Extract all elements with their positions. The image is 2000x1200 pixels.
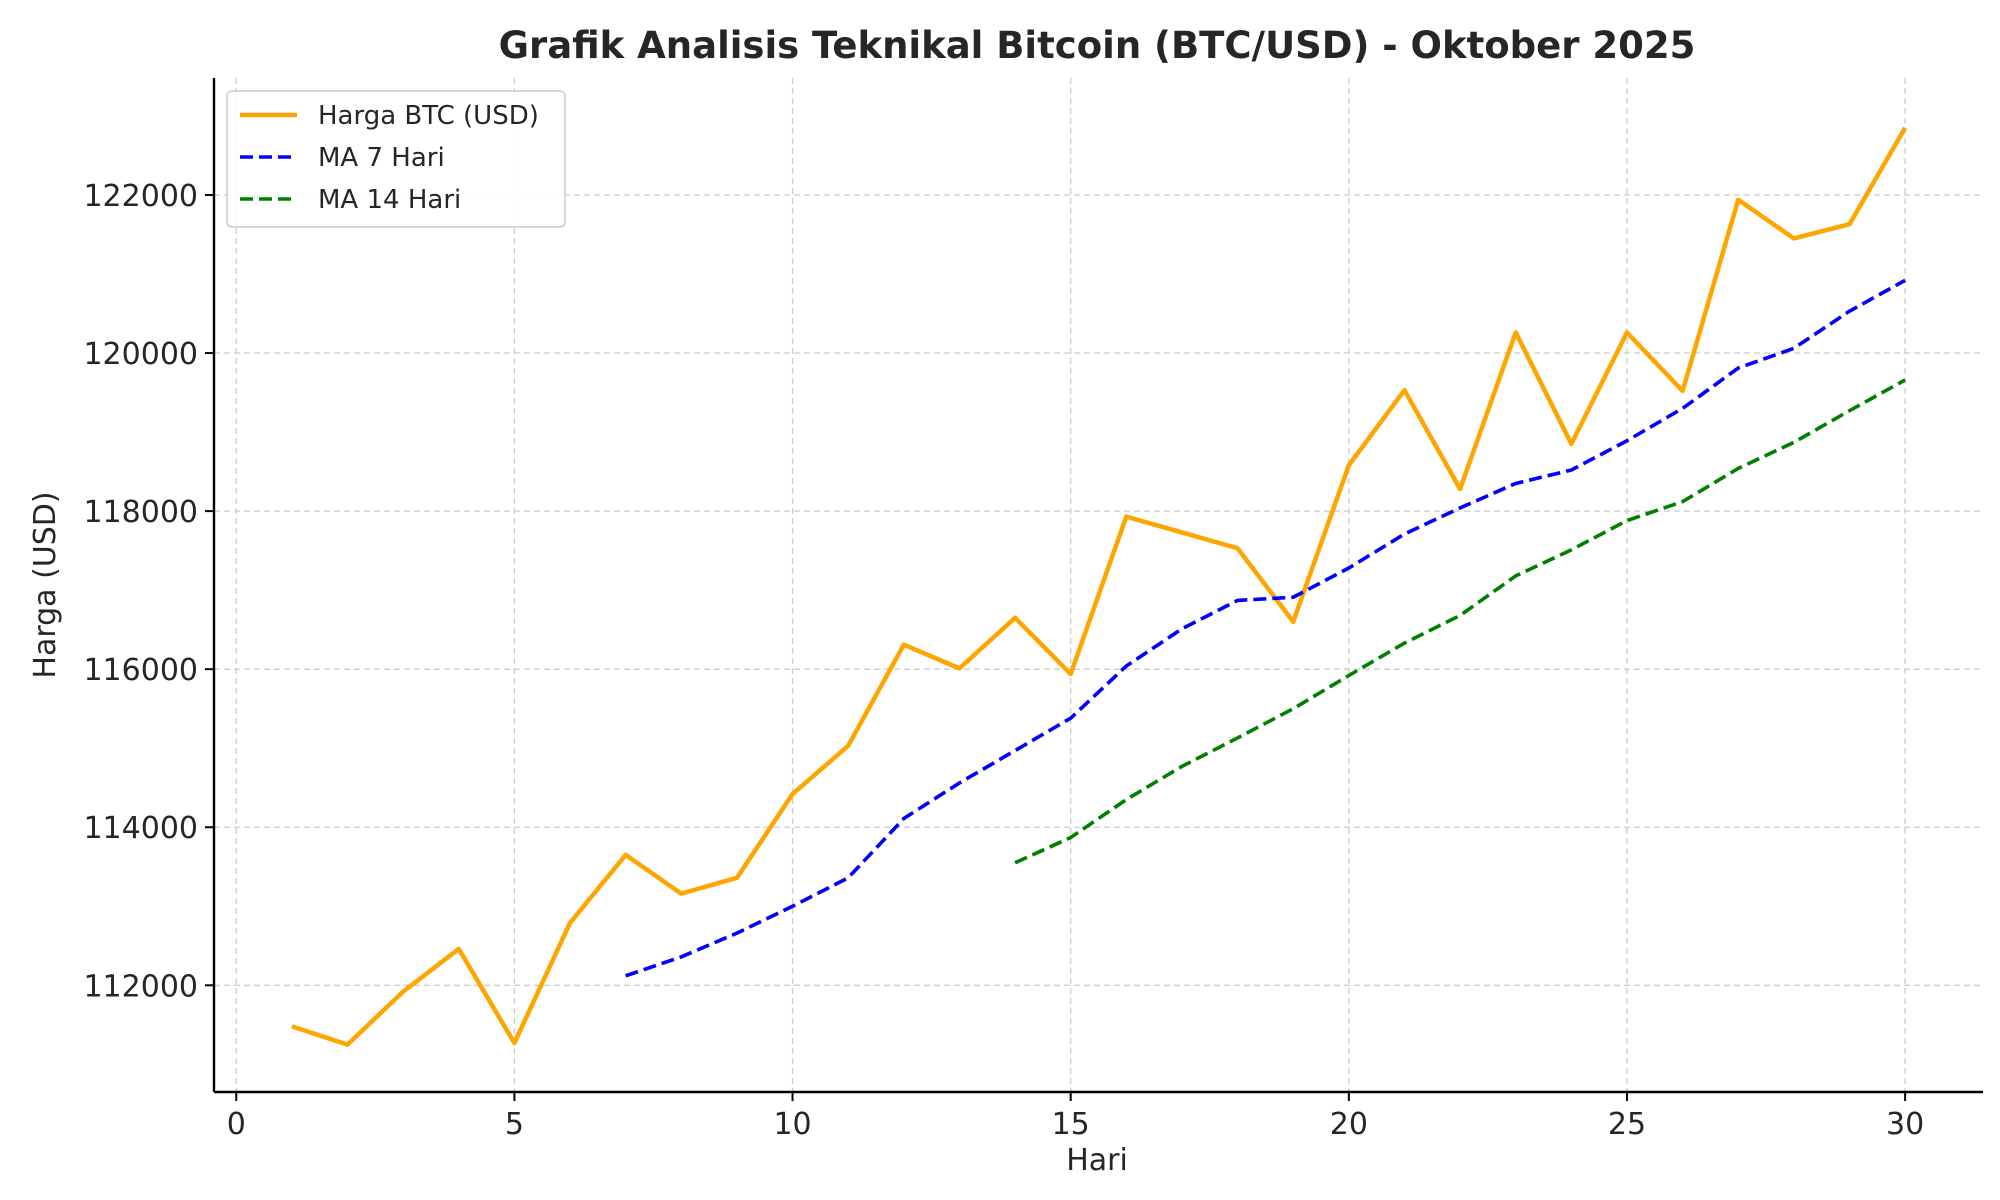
- x-tick-label: 20: [1330, 1107, 1368, 1142]
- y-tick-label: 122000: [83, 179, 198, 214]
- x-axis-label: Hari: [1066, 1143, 1128, 1178]
- chart-title: Grafik Analisis Teknikal Bitcoin (BTC/US…: [499, 24, 1696, 67]
- legend: Harga BTC (USD) MA 7 Hari MA 14 Hari: [226, 90, 566, 228]
- grid: [214, 78, 1983, 1092]
- series-line-1: [625, 278, 1906, 978]
- axes: [212, 78, 1983, 1094]
- y-tick-label: 118000: [83, 495, 198, 530]
- x-tick-label: 30: [1886, 1107, 1924, 1142]
- y-tick-label: 112000: [83, 969, 198, 1004]
- x-tick-label: 10: [773, 1107, 811, 1142]
- legend-label-1: MA 7 Hari: [318, 143, 445, 173]
- y-tick-label: 120000: [83, 337, 198, 372]
- x-tick-label: 5: [505, 1107, 524, 1142]
- y-tick-label: 116000: [83, 653, 198, 688]
- ticks: 0 5 10 15 20 25 30 112000 114000 116000 118000 1200…: [83, 179, 1924, 1142]
- series-line-0: [291, 126, 1908, 1047]
- legend-label-2: MA 14 Hari: [318, 185, 461, 215]
- y-axis-label: Harga (USD): [28, 491, 63, 678]
- x-tick-label: 15: [1052, 1107, 1090, 1142]
- y-tick-label: 114000: [83, 811, 198, 846]
- series-line-2: [1014, 378, 1906, 865]
- x-tick-label: 0: [227, 1107, 246, 1142]
- legend-box: [226, 90, 566, 228]
- legend-label-0: Harga BTC (USD): [318, 101, 539, 131]
- series-lines: [291, 126, 1908, 1047]
- x-tick-label: 25: [1608, 1107, 1646, 1142]
